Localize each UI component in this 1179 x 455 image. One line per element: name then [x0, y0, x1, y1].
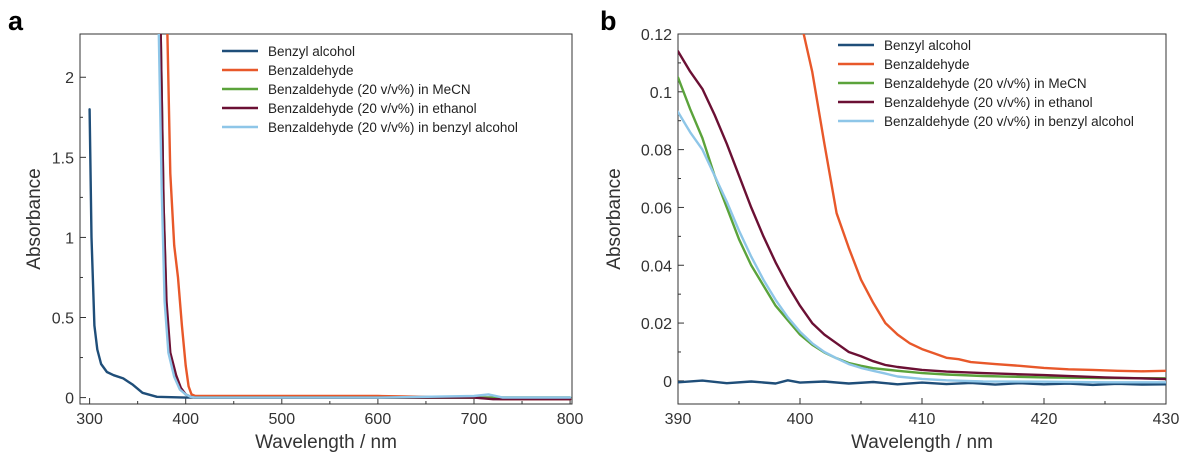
panel-b-y-tick-label: 0 — [663, 374, 672, 391]
panel-a-legend-label: Benzyl alcohol — [268, 44, 355, 59]
panel-b-x-tick-label: 410 — [909, 411, 936, 428]
panel-b-x-tick-label: 420 — [1031, 411, 1058, 428]
panel-b-letter: b — [600, 6, 617, 36]
panel-a-legend-label: Benzaldehyde (20 v/v%) in MeCN — [268, 82, 471, 97]
panel-a-legend-label: Benzaldehyde (20 v/v%) in benzyl alcohol — [268, 120, 518, 135]
panel-a-x-tick-label: 500 — [268, 411, 295, 428]
panel-b-series-line-1 — [802, 34, 1166, 373]
panel-a-y-axis-label: Absorbance — [24, 168, 45, 269]
panel-a-y-tick-label: 1 — [65, 230, 74, 247]
panel-b-legend-label: Benzyl alcohol — [884, 38, 971, 53]
panel-b-x-axis-label: Wavelength / nm — [851, 432, 993, 453]
panel-a-legend-label: Benzaldehyde (20 v/v%) in ethanol — [268, 101, 477, 116]
panel-b-legend: Benzyl alcohol Benzaldehyde Benzaldehyde (… — [838, 38, 1134, 129]
panel-a-y-tick-label: 1.5 — [52, 150, 74, 167]
panel-a-legend: Benzyl alcohol Benzaldehyde Benzaldehyde (… — [222, 44, 518, 135]
panel-b-y-tick-label: 0.06 — [641, 200, 672, 217]
panel-a-y-tick-label: 0 — [65, 391, 74, 408]
panel-b-y-tick-label: 0.1 — [650, 85, 672, 102]
panel-a: a 300 400 500 600 700 800 0 0.5 1 1.5 2 Wavelength … — [8, 6, 584, 453]
panel-b-y-tick-label: 0.02 — [641, 316, 672, 333]
panel-a-y-tick-label: 0.5 — [52, 311, 74, 328]
panel-a-x-tick-label: 600 — [365, 411, 392, 428]
panel-b-series-line-4 — [678, 110, 1166, 384]
panel-b-x-tick-label: 390 — [665, 411, 692, 428]
panel-b-legend-label: Benzaldehyde (20 v/v%) in ethanol — [884, 95, 1093, 110]
panel-a-x-tick-label: 400 — [172, 411, 199, 428]
panel-a-plot-frame — [79, 33, 573, 405]
panel-b-y-axis-label: Absorbance — [604, 168, 625, 269]
panel-a-x-tick-label: 300 — [76, 411, 103, 428]
panel-b-legend-label: Benzaldehyde (20 v/v%) in benzyl alcohol — [884, 114, 1134, 129]
panel-a-y-tick-label: 2 — [65, 70, 74, 87]
panel-b-y-tick-label: 0.04 — [641, 258, 672, 275]
panel-a-x-tick-label: 700 — [461, 411, 488, 428]
panel-a-letter: a — [8, 6, 24, 36]
panel-b-y-tick-label: 0.08 — [641, 143, 672, 160]
panel-b-legend-label: Benzaldehyde (20 v/v%) in MeCN — [884, 76, 1087, 91]
panel-b-legend-label: Benzaldehyde — [884, 57, 970, 72]
panel-b-y-tick-label: 0.12 — [641, 27, 672, 44]
panel-b-x-tick-label: 430 — [1153, 411, 1179, 428]
panel-b: b 390 400 410 420 430 0 0.02 0.04 0.06 0.08 0.1 0.1… — [600, 6, 1179, 453]
panel-a-x-axis-label: Wavelength / nm — [255, 432, 397, 453]
panel-a-x-tick-label: 800 — [557, 411, 584, 428]
panel-a-series-group — [88, 34, 572, 401]
panel-b-series-group — [678, 34, 1166, 387]
panel-a-series-line-4 — [157, 34, 572, 399]
panel-a-legend-label: Benzaldehyde — [268, 63, 354, 78]
panel-b-x-tick-label: 400 — [787, 411, 814, 428]
panel-b-series-line-0 — [678, 379, 1166, 387]
panel-b-series-line-3 — [678, 50, 1166, 381]
